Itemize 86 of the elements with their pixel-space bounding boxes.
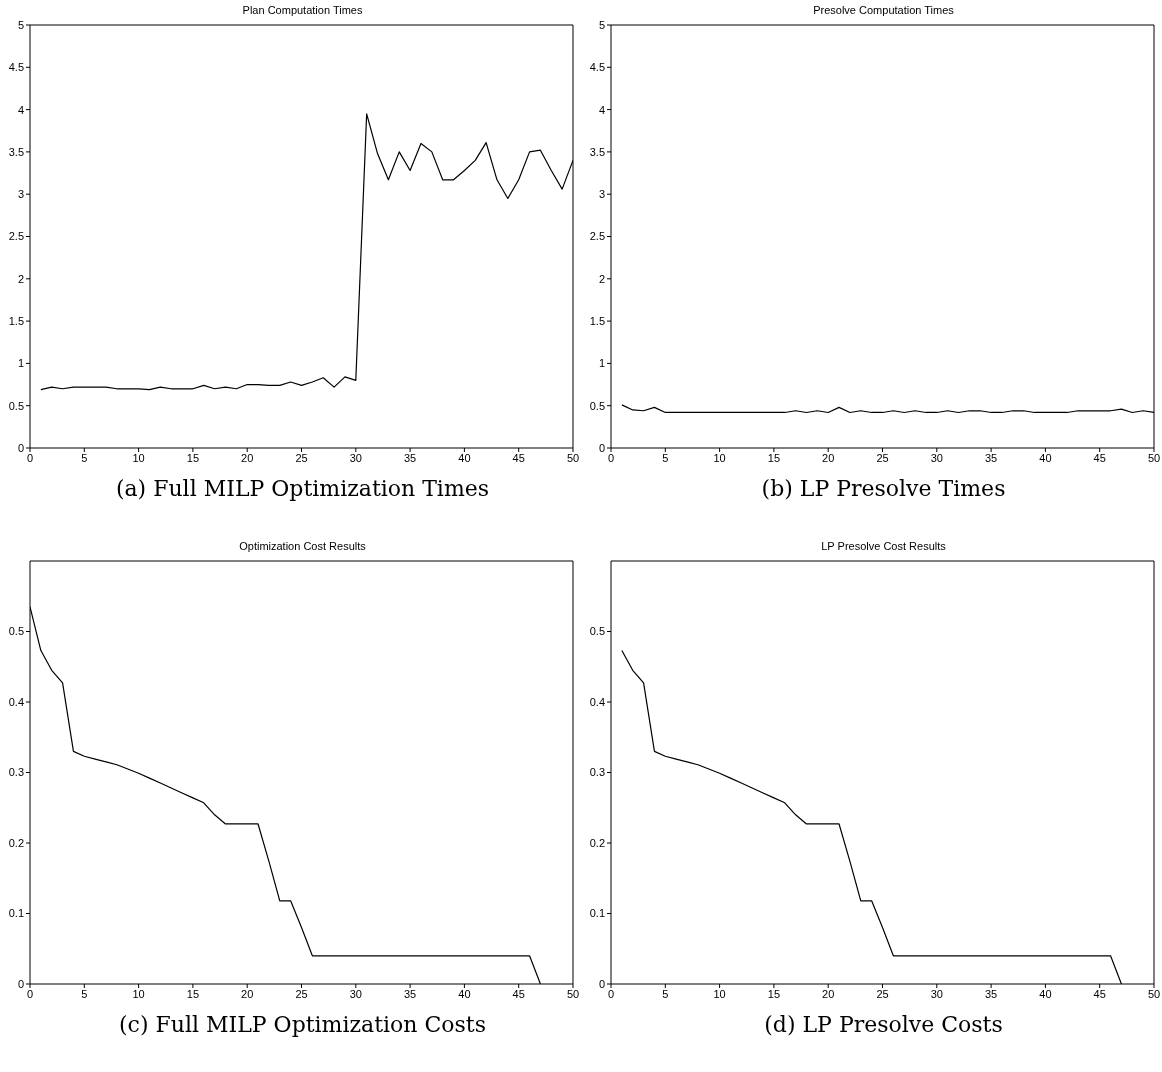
y-tick-label: 3.5 — [589, 145, 605, 158]
y-tick-label: 2.5 — [8, 230, 24, 243]
y-tick-label: 0.1 — [589, 907, 605, 920]
x-tick-label: 25 — [876, 987, 889, 1000]
y-tick-label: 0.2 — [589, 836, 605, 849]
y-tick-label: 4 — [598, 103, 605, 116]
x-tick-label: 30 — [349, 987, 362, 1000]
x-tick-label: 5 — [81, 987, 88, 1000]
x-tick-label: 35 — [984, 987, 998, 1000]
y-tick-label: 2 — [598, 272, 605, 285]
y-tick-label: 4.5 — [8, 61, 24, 74]
x-tick-label: 0 — [607, 451, 615, 464]
y-tick-label: 0.4 — [8, 695, 24, 708]
y-tick-label: 0.4 — [589, 695, 605, 708]
x-tick-label: 10 — [132, 987, 145, 1000]
y-tick-label: 5 — [17, 18, 24, 31]
x-tick-label: 20 — [822, 451, 835, 464]
x-tick-label: 45 — [1093, 451, 1106, 464]
x-tick-label: 50 — [566, 987, 580, 1000]
x-tick-label: 50 — [1147, 987, 1161, 1000]
x-tick-label: 5 — [81, 451, 88, 464]
y-tick-label: 3 — [598, 188, 605, 201]
x-tick-label: 40 — [1039, 987, 1052, 1000]
y-tick-label: 0 — [17, 977, 24, 990]
x-tick-label: 0 — [26, 987, 34, 1000]
x-tick-label: 15 — [767, 987, 781, 1000]
chart-title: Optimization Cost Results — [238, 540, 367, 552]
y-tick-label: 2 — [17, 272, 24, 285]
x-tick-label: 50 — [566, 451, 580, 464]
x-tick-label: 30 — [930, 987, 943, 1000]
text: (c) Full MILP Optimization Costs — [118, 1012, 487, 1037]
x-tick-label: 5 — [662, 451, 669, 464]
y-tick-label: 1.5 — [589, 315, 605, 328]
y-tick-label: 3.5 — [8, 145, 24, 158]
x-tick-label: 45 — [512, 451, 525, 464]
y-tick-label: 1 — [17, 357, 24, 370]
x-tick-label: 30 — [930, 451, 943, 464]
y-tick-label: 0 — [17, 441, 24, 454]
x-tick-label: 35 — [984, 451, 998, 464]
x-tick-label: 20 — [241, 987, 254, 1000]
x-tick-label: 45 — [1093, 987, 1106, 1000]
x-tick-label: 10 — [713, 451, 726, 464]
x-tick-label: 0 — [607, 987, 615, 1000]
x-tick-label: 15 — [186, 451, 200, 464]
x-tick-label: 20 — [822, 987, 835, 1000]
x-tick-label: 40 — [1039, 451, 1052, 464]
y-tick-label: 5 — [598, 18, 605, 31]
chart-title: LP Presolve Cost Results — [820, 540, 947, 552]
x-tick-label: 50 — [1147, 451, 1161, 464]
x-tick-label: 40 — [458, 987, 471, 1000]
y-tick-label: 4 — [17, 103, 24, 116]
x-tick-label: 25 — [295, 451, 308, 464]
y-tick-label: 0.2 — [8, 836, 24, 849]
chart-title: Plan Computation Times — [241, 4, 364, 16]
y-tick-label: 0.5 — [8, 625, 24, 638]
x-tick-label: 20 — [241, 451, 254, 464]
x-tick-label: 25 — [295, 987, 308, 1000]
y-tick-label: 1.5 — [8, 315, 24, 328]
x-tick-label: 35 — [403, 987, 417, 1000]
y-tick-label: 0.1 — [8, 907, 24, 920]
y-tick-label: 3 — [17, 188, 24, 201]
x-tick-label: 25 — [876, 451, 889, 464]
chart-title: Presolve Computation Times — [812, 4, 955, 16]
x-tick-label: 35 — [403, 451, 417, 464]
text: (d) LP Presolve Costs — [763, 1012, 1004, 1037]
x-tick-label: 40 — [458, 451, 471, 464]
text: (a) Full MILP Optimization Times — [114, 476, 491, 501]
x-tick-label: 15 — [767, 451, 781, 464]
x-tick-label: 30 — [349, 451, 362, 464]
x-tick-label: 10 — [132, 451, 145, 464]
y-tick-label: 0.5 — [589, 399, 605, 412]
text: (b) LP Presolve Times — [760, 476, 1007, 501]
y-tick-label: 0 — [598, 441, 605, 454]
y-tick-label: 0.3 — [8, 766, 24, 779]
y-tick-label: 4.5 — [589, 61, 605, 74]
x-tick-label: 15 — [186, 987, 200, 1000]
x-tick-label: 5 — [662, 987, 669, 1000]
x-tick-label: 45 — [512, 987, 525, 1000]
x-tick-label: 10 — [713, 987, 726, 1000]
y-tick-label: 2.5 — [589, 230, 605, 243]
y-tick-label: 0.5 — [589, 625, 605, 638]
y-tick-label: 0 — [598, 977, 605, 990]
x-tick-label: 0 — [26, 451, 34, 464]
y-tick-label: 0.5 — [8, 399, 24, 412]
y-tick-label: 0.3 — [589, 766, 605, 779]
y-tick-label: 1 — [598, 357, 605, 370]
